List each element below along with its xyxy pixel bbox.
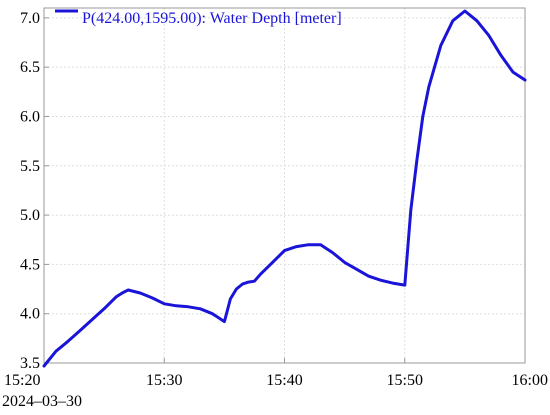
y-axis-ticks: 3.5 4.0 4.5 5.0 5.5 6.0 6.5 7.0: [20, 10, 49, 372]
x-tick-label: 15:30: [146, 372, 182, 389]
y-tick-label: 5.5: [20, 158, 40, 175]
water-depth-line: [42, 9, 527, 368]
x-tick-label: 16:00: [512, 372, 548, 389]
legend-label: P(424.00,1595.00): Water Depth [meter]: [82, 10, 342, 27]
date-label: 2024–03–30: [2, 393, 82, 410]
y-tick-label: 6.0: [20, 108, 40, 125]
x-tick-label: 15:20: [4, 372, 40, 389]
y-tick-label: 7.0: [20, 10, 40, 27]
x-tick-label: 15:50: [387, 372, 423, 389]
y-tick-label: 5.0: [20, 207, 40, 224]
y-tick-label: 3.5: [20, 355, 40, 372]
x-tick-label: 15:40: [266, 372, 302, 389]
y-tick-label: 4.5: [20, 256, 40, 273]
x-axis-ticks: 15:20 15:30 15:40 15:50 16:00: [4, 358, 548, 389]
legend: P(424.00,1595.00): Water Depth [meter]: [55, 9, 342, 27]
y-tick-label: 6.5: [20, 59, 40, 76]
y-tick-label: 4.0: [20, 306, 40, 323]
